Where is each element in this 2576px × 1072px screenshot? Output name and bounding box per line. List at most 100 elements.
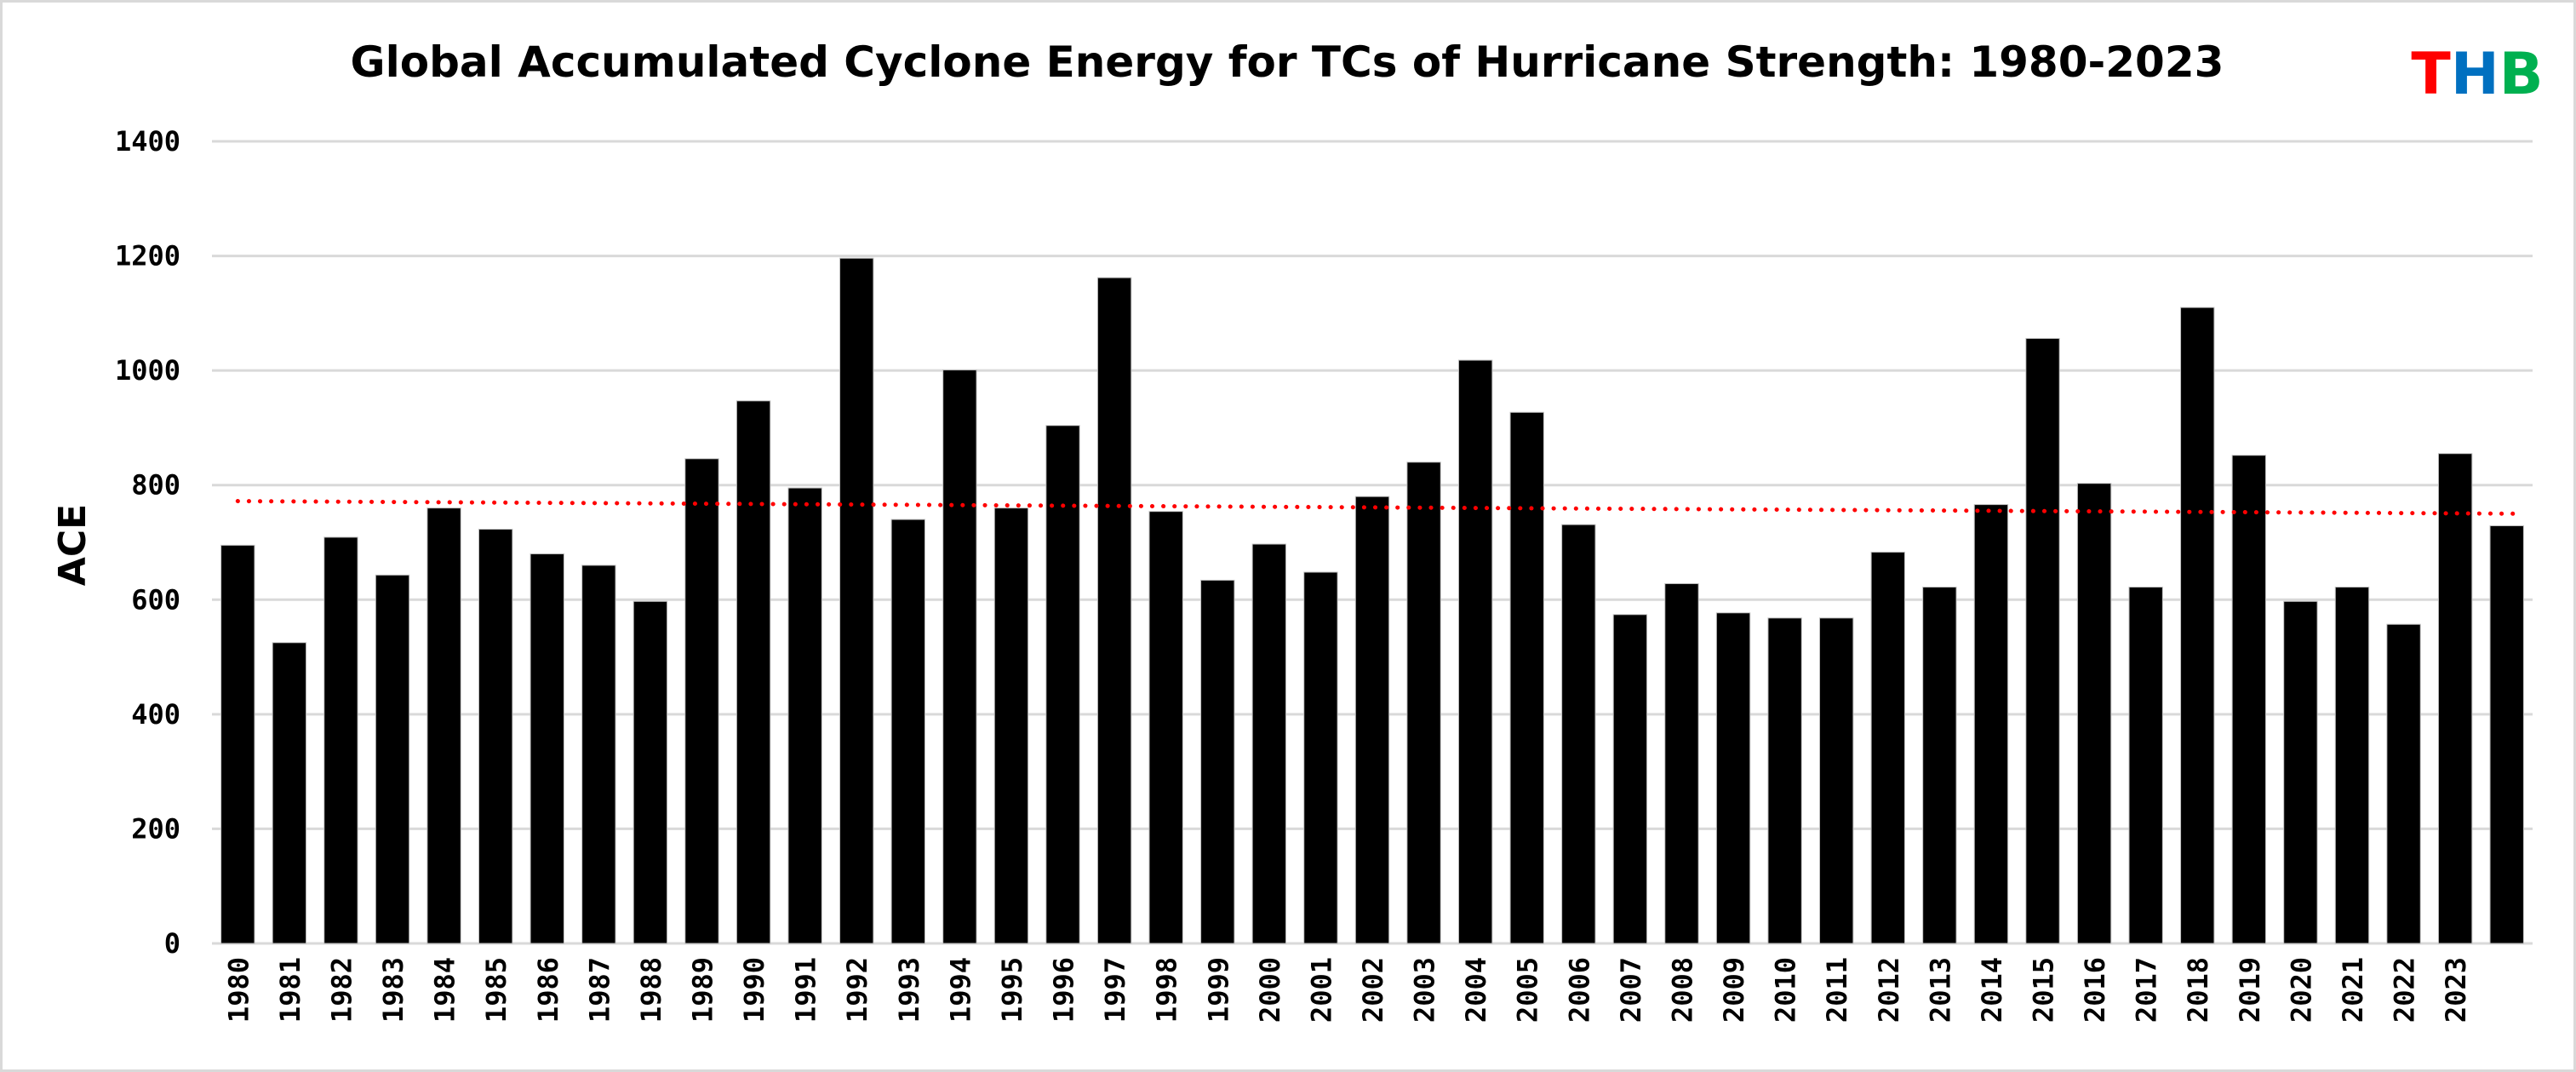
x-tick-label: 1991	[790, 957, 822, 1023]
x-tick-label: 2004	[1460, 957, 1492, 1023]
x-tick-label: 1994	[944, 957, 976, 1023]
bar-2008	[1664, 582, 1699, 944]
x-tick-label: 1995	[996, 957, 1028, 1023]
x-tick-label: 2010	[1770, 957, 1802, 1023]
bar-1999	[1200, 579, 1235, 944]
x-tick-label: 2002	[1357, 957, 1389, 1023]
x-tick-label: 2006	[1563, 957, 1595, 1023]
bar-2021	[2334, 586, 2370, 944]
bar-1990	[736, 400, 771, 944]
y-axis-label: ACE	[51, 504, 94, 586]
x-tick-label: 2001	[1305, 957, 1337, 1023]
x-tick-label: 2018	[2182, 957, 2214, 1023]
bar-1987	[581, 565, 616, 944]
bar-1997	[1096, 277, 1132, 944]
bar-2020	[2283, 600, 2318, 944]
x-tick-label: 2016	[2079, 957, 2111, 1023]
bar-2001	[1303, 571, 1338, 944]
x-tick-label: 1987	[583, 957, 615, 1023]
svg-text:THB: THB	[2411, 41, 2543, 108]
bar-1981	[272, 642, 307, 944]
x-tick-label: 1989	[686, 957, 718, 1023]
bar-1992	[839, 257, 874, 944]
bar-2019	[2231, 455, 2267, 944]
x-tick-label: 2012	[1873, 957, 1905, 1023]
y-tick-label: 1000	[115, 354, 180, 387]
bar-1995	[993, 507, 1029, 944]
bar-2015	[2025, 337, 2060, 944]
x-tick-label: 1992	[841, 957, 873, 1023]
chart-title: Global Accumulated Cyclone Energy for TC…	[351, 37, 2224, 87]
bar-2009	[1715, 612, 1751, 944]
x-tick-label: 1984	[429, 957, 461, 1023]
bar-2022	[2386, 623, 2421, 944]
bar-1994	[942, 369, 977, 944]
x-tick-label: 1982	[325, 957, 358, 1023]
trendline	[235, 499, 2526, 516]
x-tick-label: 2007	[1615, 957, 1647, 1023]
bar-unlabeled	[2489, 525, 2524, 944]
bar-2000	[1251, 543, 1287, 944]
x-tick-label: 2013	[1924, 957, 1956, 1023]
bar-1983	[375, 574, 410, 944]
x-tick-label: 1985	[480, 957, 512, 1023]
bar-2011	[1819, 617, 1854, 944]
bar-2010	[1767, 617, 1802, 944]
x-tick-label: 1997	[1099, 957, 1131, 1023]
thb-logo: THB	[2411, 41, 2543, 108]
logo-h: H	[2451, 41, 2499, 108]
bar-2007	[1612, 614, 1648, 944]
bar-2006	[1561, 524, 1596, 944]
bar-2013	[1922, 586, 1957, 944]
bar-2003	[1406, 461, 1441, 944]
bar-1985	[478, 529, 513, 944]
x-tick-label: 2022	[2389, 957, 2421, 1023]
bar-2016	[2076, 483, 2112, 944]
y-tick-label: 1400	[115, 125, 180, 158]
x-tick-label: 2000	[1254, 957, 1286, 1023]
x-tick-label: 1983	[377, 957, 409, 1023]
bar-1998	[1148, 511, 1183, 944]
y-tick-label: 1200	[115, 240, 180, 272]
x-tick-label: 2019	[2234, 957, 2266, 1023]
bar-1984	[426, 507, 461, 944]
x-tick-label: 2003	[1409, 957, 1441, 1023]
bar-2002	[1354, 496, 1390, 944]
x-tick-label: 2021	[2337, 957, 2369, 1023]
bar-2023	[2437, 453, 2473, 944]
bar-1989	[684, 458, 719, 944]
x-tick-label: 2009	[1718, 957, 1750, 1023]
x-tick-label: 2008	[1666, 957, 1698, 1023]
bar-1996	[1045, 425, 1080, 944]
bar-1991	[787, 487, 822, 944]
bar-1982	[323, 536, 358, 944]
x-tick-label: 1998	[1151, 957, 1183, 1023]
y-tick-label: 400	[131, 698, 180, 731]
bar-2005	[1509, 411, 1544, 944]
x-tick-label: 2017	[2131, 957, 2163, 1023]
y-tick-label: 200	[131, 812, 180, 845]
bar-2017	[2128, 586, 2163, 944]
bar-1993	[890, 519, 925, 944]
logo-b: B	[2499, 41, 2544, 108]
x-tick-label: 2023	[2440, 957, 2472, 1023]
x-tick-label: 2015	[2028, 957, 2060, 1023]
x-tick-label: 1988	[635, 957, 667, 1023]
bar-1988	[633, 600, 668, 944]
x-tick-label: 1993	[893, 957, 925, 1023]
bar-1980	[220, 544, 255, 944]
x-tick-label: 2005	[1512, 957, 1544, 1023]
bar-2004	[1457, 359, 1493, 944]
y-tick-label: 0	[164, 927, 180, 960]
x-tick-label: 1990	[738, 957, 770, 1023]
bar-1986	[530, 553, 564, 944]
x-tick-label: 1999	[1202, 957, 1234, 1023]
bar-2018	[2180, 307, 2215, 944]
bar-2012	[1870, 551, 1905, 944]
y-tick-label: 600	[131, 583, 180, 616]
x-tick-label: 1986	[532, 957, 564, 1023]
logo-t: T	[2411, 41, 2451, 108]
x-tick-label: 1980	[222, 957, 255, 1023]
x-tick-label: 2020	[2285, 957, 2317, 1023]
